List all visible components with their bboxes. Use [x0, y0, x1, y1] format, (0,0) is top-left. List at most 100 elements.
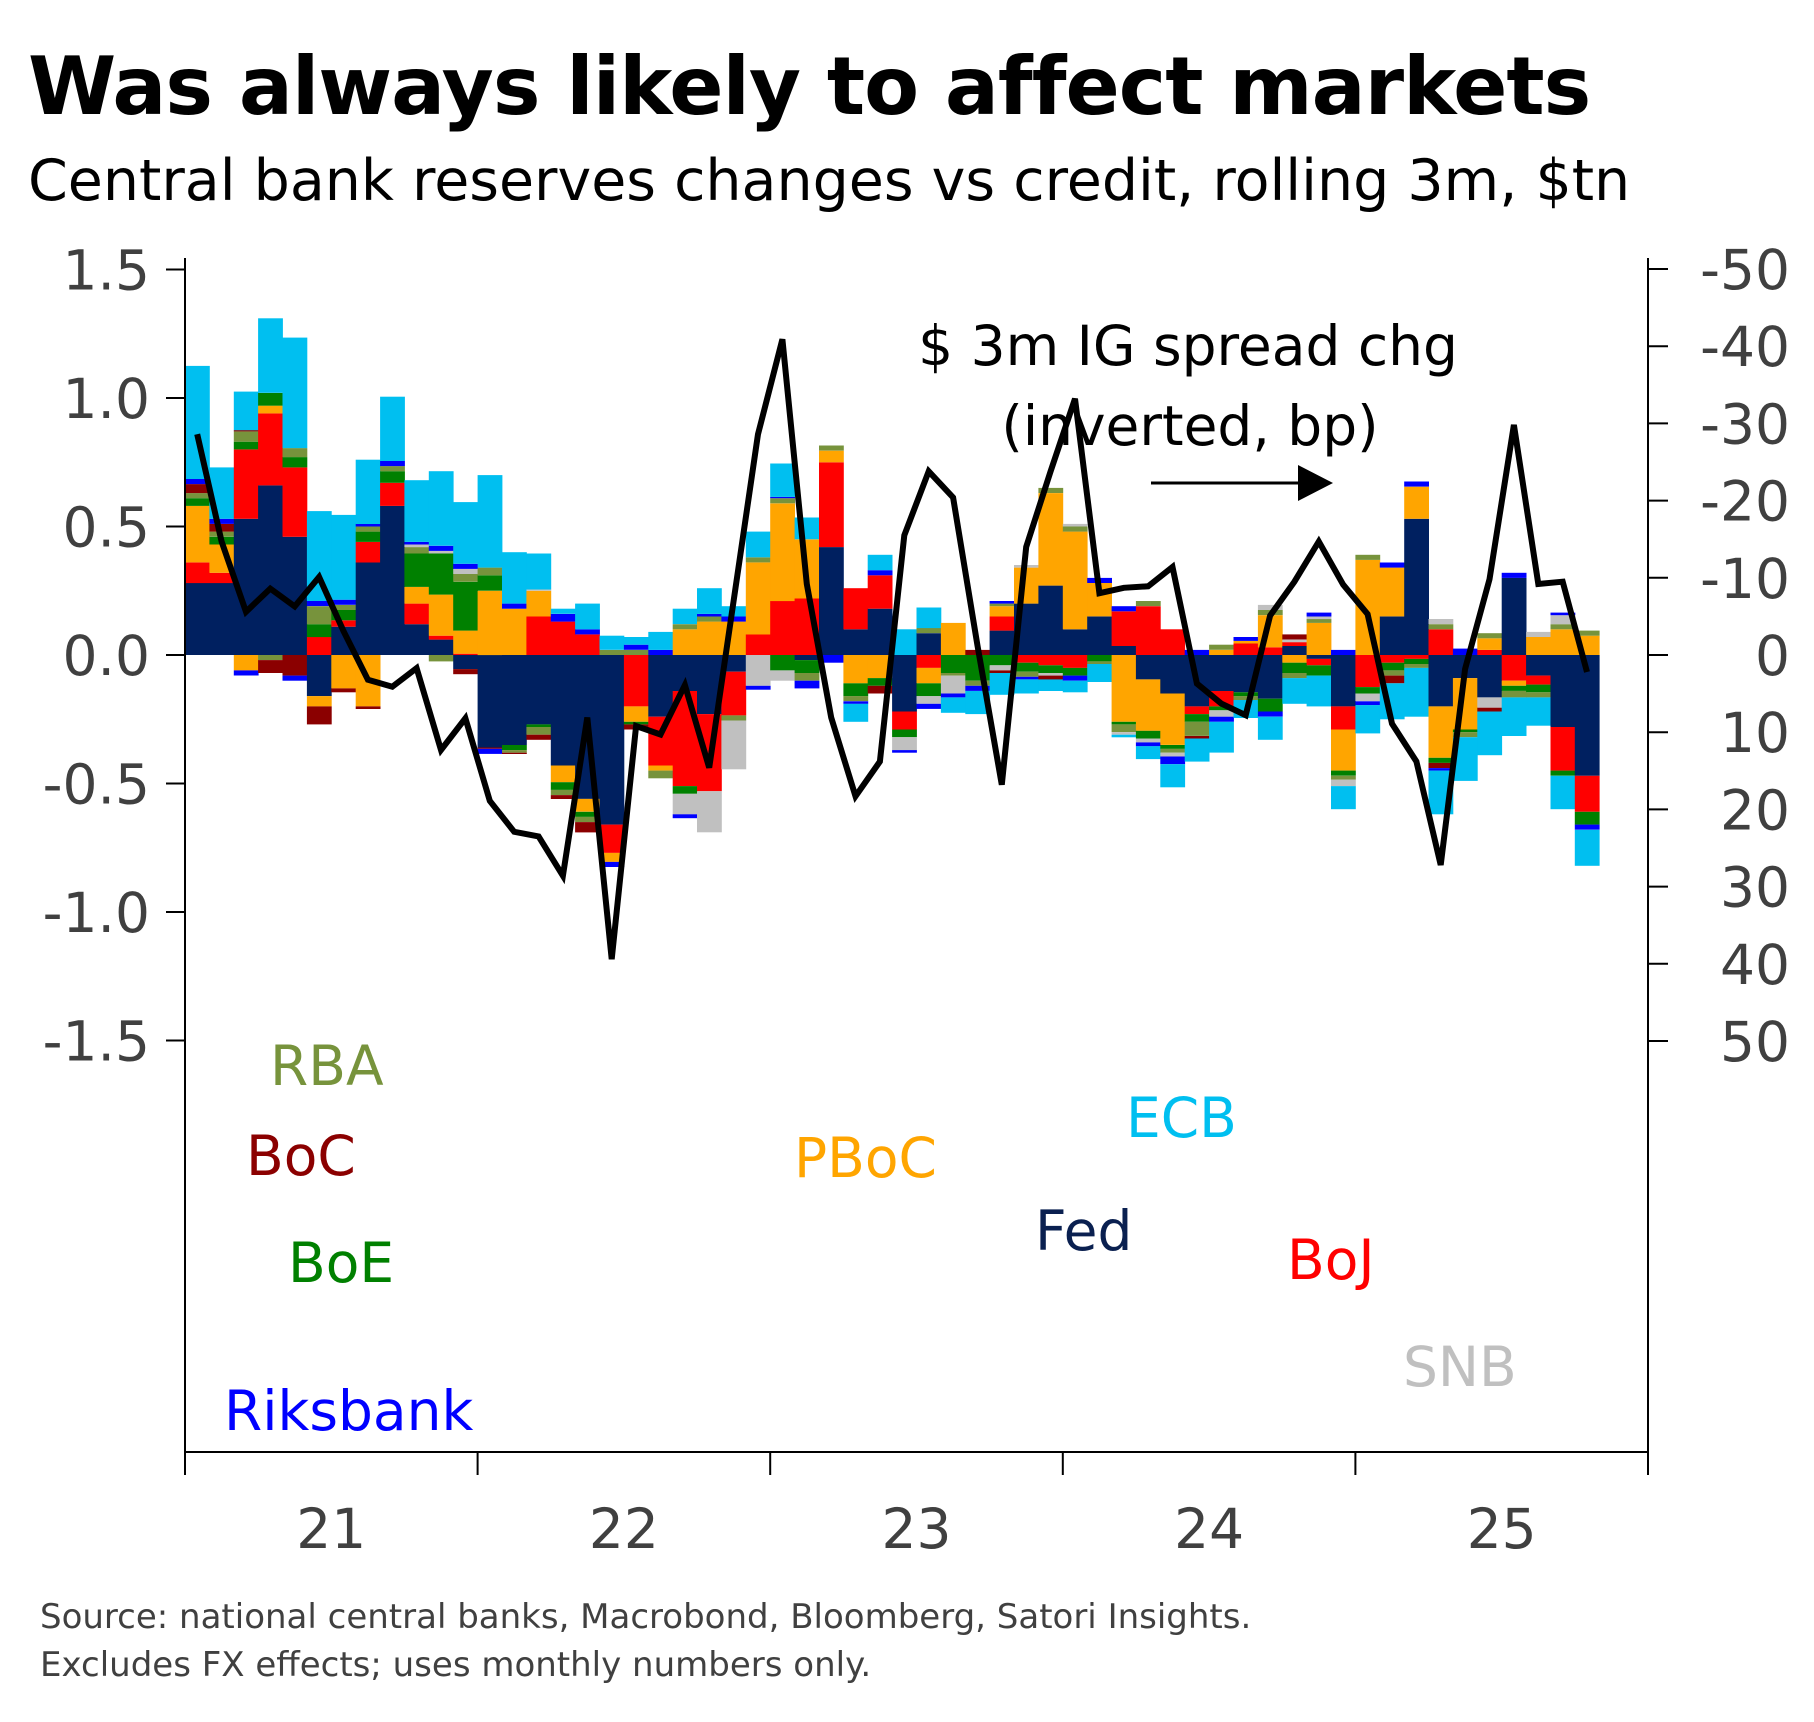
bar-segment-rba: [916, 628, 942, 634]
bar-segment-rba: [1209, 644, 1234, 650]
bar-segment-boe: [1209, 706, 1234, 711]
bar-segment-riksbank: [355, 523, 381, 527]
bar-segment-boe: [794, 660, 820, 673]
bar-segment-boe: [1160, 745, 1186, 749]
bar-segment-ecb: [599, 635, 625, 650]
bar-segment-fed: [1379, 616, 1405, 655]
bar-segment-boe: [1184, 714, 1210, 722]
annotation-line1: $ 3m IG spread chg: [918, 314, 1458, 378]
bar-segment-boj: [404, 603, 430, 625]
bar-segment-boj: [526, 616, 552, 655]
bar-segment-rba: [1184, 721, 1210, 736]
bar-segment-boe: [404, 553, 430, 587]
bar-segment-boe: [477, 575, 503, 591]
bar-segment-boj: [550, 621, 576, 655]
bar-segment-snb: [428, 550, 454, 554]
bar-segment-boe: [331, 610, 357, 621]
bar-segment-rba: [623, 649, 649, 655]
bar-segment-snb: [1477, 697, 1503, 708]
bar-segment-riksbank: [1452, 648, 1478, 655]
bar-segment-rba: [697, 616, 722, 622]
bar-segment-boe: [1087, 655, 1112, 662]
ticks-layer: 1.5 1.0 0.5 0.0 -0.5 -1.0 -1.5 -50 -40 -30 -20 -10 0…: [43, 238, 1790, 1561]
bar-segment-pboc: [843, 655, 869, 684]
arrow-head-icon: [1298, 465, 1333, 501]
bar-segment-snb: [1306, 616, 1332, 620]
bar-segment-ecb: [1501, 697, 1527, 736]
bar-segment-fed: [550, 655, 576, 766]
y2-tick-label: 40: [1720, 933, 1790, 997]
bar-segment-pboc: [502, 608, 527, 655]
bar-segment-pboc: [1550, 629, 1576, 655]
bar-segment-snb: [989, 665, 1015, 671]
bar-segment-pboc: [745, 562, 771, 635]
bar-segment-rba: [672, 624, 698, 630]
bar-segment-rba: [502, 750, 527, 753]
bar-segment-boj: [1331, 706, 1356, 730]
bar-segment-fed: [1062, 629, 1088, 655]
bar-segment-pboc: [623, 706, 649, 722]
bar-segment-boj: [1038, 655, 1064, 666]
bar-segment-riksbank: [1306, 612, 1332, 617]
bar-segment-riksbank: [672, 814, 698, 819]
bar-segment-boc: [867, 685, 893, 694]
bar-segment-fed: [843, 629, 869, 655]
chart-subtitle: Central bank reserves changes vs credit,…: [28, 148, 1631, 214]
chart-title: Was always likely to affect markets: [28, 40, 1591, 133]
bar-segment-rba: [477, 567, 503, 576]
bar-segment-fed: [648, 655, 674, 717]
x-tick-label: 24: [1174, 1497, 1244, 1561]
bar-segment-boj: [1550, 727, 1576, 771]
bar-segment-boj: [916, 655, 942, 668]
bar-segment-boe: [1233, 692, 1259, 697]
bar-segment-pboc: [550, 765, 576, 783]
bar-segment-boj: [1135, 606, 1161, 655]
bar-segment-rba: [1404, 664, 1429, 668]
bar-segment-boj: [306, 637, 332, 655]
bar-segment-ecb: [916, 607, 942, 629]
bar-segment-riksbank: [282, 675, 308, 681]
bar-segment-pboc: [1233, 640, 1259, 644]
bar-segment-snb: [1038, 673, 1064, 676]
bar-segment-boe: [1501, 685, 1527, 691]
bar-segment-snb: [1062, 523, 1088, 527]
bar-segment-boe: [526, 724, 552, 727]
bar-segment-boj: [1111, 611, 1137, 646]
bar-segment-fed: [502, 655, 527, 745]
bar-segment-riksbank: [1550, 612, 1576, 616]
bar-segment-ecb: [1526, 697, 1551, 726]
bar-segment-boe: [1574, 811, 1600, 825]
bar-segment-boj: [209, 572, 235, 584]
bar-segment-pboc: [1428, 706, 1454, 758]
y2-tick-label: 30: [1720, 856, 1790, 920]
bar-segment-boj: [258, 413, 283, 486]
bar-segment-pboc: [477, 590, 503, 656]
bar-segment-pboc: [306, 696, 332, 707]
bar-segment-pboc: [526, 590, 552, 617]
bar-segment-boj: [1257, 647, 1283, 655]
bar-segment-fed: [1209, 655, 1234, 691]
bar-segment-rba: [794, 673, 820, 681]
bar-segment-riksbank: [428, 545, 454, 551]
bar-segment-boe: [867, 678, 893, 686]
bar-segment-rba: [1526, 692, 1551, 698]
bar-segment-fed: [819, 547, 844, 655]
bar-segment-riksbank: [940, 693, 966, 698]
bar-segment-ecb: [453, 502, 478, 564]
bar-segment-fed: [185, 583, 210, 655]
bar-segment-fed: [1038, 585, 1064, 655]
bar-segment-riksbank: [1014, 676, 1039, 680]
y2-tick-label: 10: [1720, 701, 1790, 765]
bar-segment-rba: [185, 493, 210, 499]
bar-segment-pboc: [404, 586, 430, 604]
bar-segment-ecb: [770, 463, 795, 497]
bar-segment-rba: [258, 655, 283, 661]
bar-segment-riksbank: [697, 613, 722, 617]
bar-segment-boc: [526, 734, 552, 740]
bar-segment-rba: [380, 466, 405, 472]
bar-segment-snb: [526, 589, 552, 591]
y2-tick-label: 20: [1720, 778, 1790, 842]
bar-segment-ecb: [1282, 678, 1308, 704]
bar-segment-boe: [1428, 757, 1454, 763]
bar-segment-fed: [916, 633, 942, 655]
